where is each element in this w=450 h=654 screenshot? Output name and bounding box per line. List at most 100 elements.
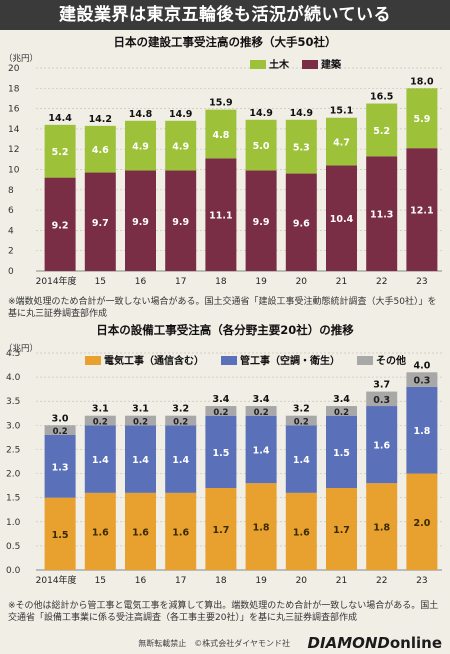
x-tick-label: 2014年度 — [36, 275, 77, 287]
y-tick-label: 14 — [8, 125, 20, 135]
chart1-source-note: ※端数処理のため合計が一致しない場合がある。国土交通省「建設工事受注動態統計調査… — [8, 297, 437, 319]
segment-value-label: 4.6 — [92, 145, 109, 156]
segment-value-label: 1.8 — [253, 523, 270, 534]
segment-value-label: 0.2 — [213, 408, 228, 418]
segment-value-label: 11.1 — [209, 211, 232, 222]
brand-sub: online — [389, 634, 442, 652]
bar-segment — [285, 415, 317, 426]
segment-value-label: 1.4 — [293, 455, 310, 466]
total-value-label: 14.8 — [129, 109, 153, 120]
bar-segment — [125, 425, 156, 493]
bar-segment — [84, 492, 116, 570]
segment-value-label: 9.9 — [172, 217, 189, 228]
x-tick-label: 20 — [296, 576, 308, 586]
x-tick-label: 18 — [215, 576, 227, 586]
y-tick-label: 1.5 — [6, 494, 20, 504]
total-value-label: 14.9 — [249, 108, 272, 119]
bar-segment — [165, 170, 197, 271]
legend-swatch — [302, 60, 318, 69]
segment-value-label: 0.2 — [93, 418, 108, 428]
segment-value-label: 5.2 — [52, 147, 69, 158]
y-axis-unit: （兆円） — [4, 343, 38, 354]
y-tick-label: 6 — [8, 206, 14, 216]
segment-value-label: 9.7 — [92, 218, 109, 229]
bar-segment — [165, 120, 197, 171]
bar-segment — [326, 117, 357, 166]
x-tick-label: 15 — [95, 576, 106, 586]
bar-segment — [326, 406, 357, 416]
total-value-label: 16.5 — [370, 92, 393, 103]
total-value-label: 4.0 — [413, 360, 430, 371]
bar-segment — [125, 415, 156, 426]
bar-segment — [406, 88, 438, 149]
bar-segment — [44, 497, 76, 570]
bar-segment — [285, 173, 317, 271]
x-tick-label: 23 — [416, 576, 427, 586]
legend-swatch — [357, 356, 373, 365]
total-value-label: 18.0 — [410, 76, 434, 87]
bar-segment — [165, 425, 197, 493]
segment-value-label: 1.6 — [92, 527, 109, 538]
y-tick-label: 2.5 — [6, 445, 20, 455]
segment-value-label: 0.2 — [294, 418, 309, 428]
total-value-label: 14.9 — [290, 108, 313, 119]
bar-segment — [326, 165, 357, 271]
copyright-text: 無断転載禁止 ©株式会社ダイヤモンド社 — [138, 639, 290, 648]
segment-value-label: 1.4 — [172, 455, 189, 466]
segment-value-label: 1.6 — [172, 527, 189, 538]
bar-segment — [84, 172, 116, 271]
total-value-label: 3.1 — [132, 404, 149, 415]
chart2-source-note: ※その他は総計から管工事と電気工事を減算して算出。端数処理のため合計が一致しない… — [8, 601, 439, 623]
bar-segment — [245, 415, 277, 484]
x-tick-label: 16 — [135, 277, 147, 287]
segment-value-label: 11.3 — [370, 210, 393, 221]
bar-segment — [366, 103, 398, 157]
segment-value-label: 4.7 — [333, 138, 350, 149]
segment-value-label: 2.0 — [413, 518, 430, 529]
y-tick-label: 3.5 — [6, 397, 20, 407]
total-value-label: 14.4 — [48, 113, 72, 124]
segment-value-label: 1.8 — [413, 426, 430, 437]
total-value-label: 3.2 — [293, 404, 310, 415]
segment-value-label: 1.4 — [253, 445, 270, 456]
segment-value-label: 4.8 — [212, 130, 229, 141]
bar-segment — [205, 109, 237, 159]
segment-value-label: 5.0 — [253, 141, 270, 152]
segment-value-label: 5.9 — [413, 114, 430, 125]
y-tick-label: 2 — [8, 247, 14, 257]
bar-segment — [44, 124, 76, 178]
x-tick-label: 22 — [376, 576, 387, 586]
x-tick-label: 15 — [95, 277, 106, 287]
segment-value-label: 5.2 — [373, 126, 390, 137]
banner-title: 建設業界は東京五輪後も活況が続いている — [59, 5, 391, 25]
bar-segment — [326, 415, 357, 489]
bar-segment — [84, 425, 116, 493]
bar-segment — [406, 148, 438, 271]
bar-segment — [285, 492, 317, 570]
segment-value-label: 4.9 — [132, 142, 149, 153]
y-tick-label: 18 — [8, 84, 20, 94]
y-tick-label: 3.0 — [6, 421, 21, 431]
segment-value-label: 1.4 — [92, 455, 109, 466]
y-tick-label: 8 — [8, 186, 14, 196]
bar-segment — [285, 425, 317, 493]
segment-value-label: 0.3 — [413, 376, 430, 387]
chart-title: 日本の設備工事受注高（各分野主要20社）の推移 — [96, 323, 354, 337]
chart-title: 日本の建設工事受注高の推移（大手50社） — [113, 35, 336, 49]
y-tick-label: 16 — [8, 105, 20, 115]
bar-segment — [125, 170, 156, 271]
brand-logo[interactable]: DIAMONDonline — [308, 634, 442, 652]
bar-segment — [366, 483, 398, 570]
y-tick-label: 4.0 — [6, 373, 21, 383]
total-value-label: 3.2 — [172, 404, 189, 415]
bar-segment — [245, 406, 277, 416]
y-tick-label: 0.5 — [6, 542, 20, 552]
segment-value-label: 9.2 — [52, 220, 69, 231]
bar-segment — [44, 434, 76, 498]
bar-segment — [125, 492, 156, 570]
y-tick-label: 4 — [8, 226, 14, 236]
legend-swatch — [85, 356, 101, 365]
segment-value-label: 9.9 — [132, 217, 149, 228]
segment-value-label: 1.7 — [333, 525, 350, 536]
segment-value-label: 1.8 — [373, 523, 390, 534]
